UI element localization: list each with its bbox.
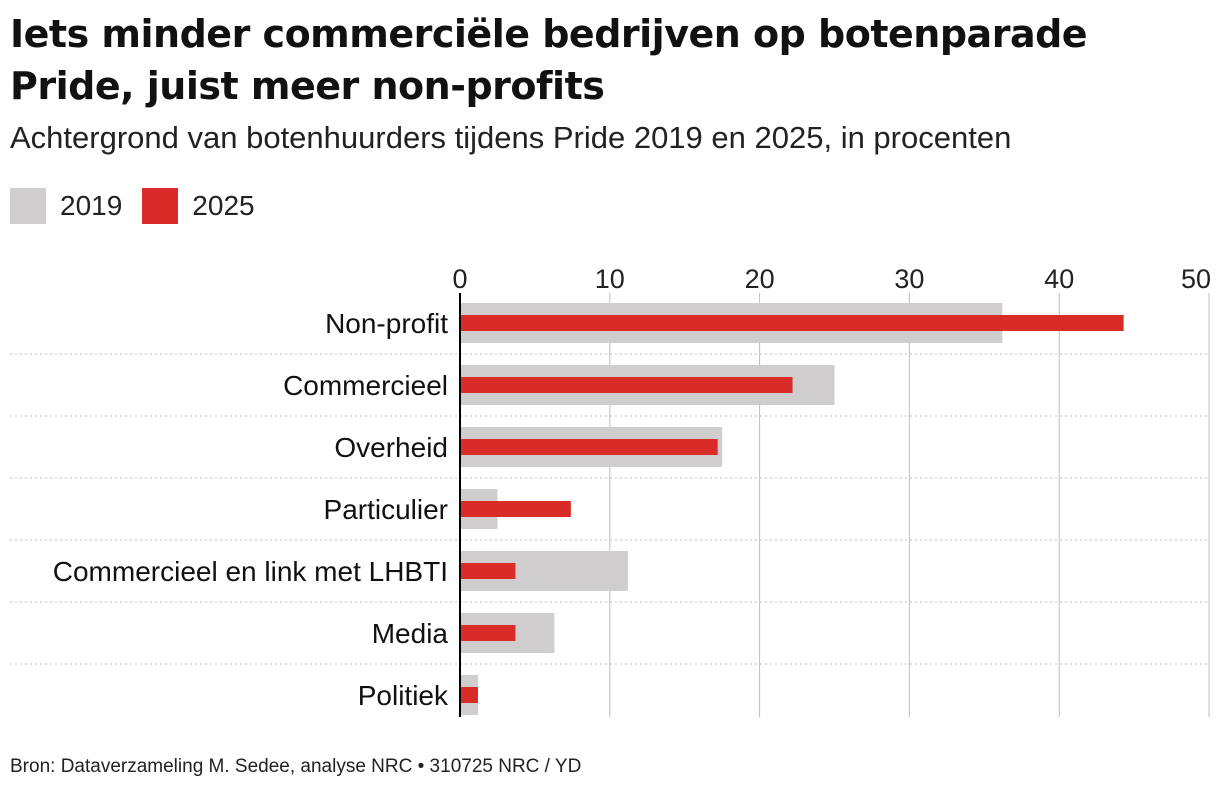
chart-title: Iets minder commerciële bedrijven op bot… [10,12,1088,108]
bar-2025 [460,315,1124,331]
category-label: Non-profit [325,308,448,339]
legend-item-2025: 2025 [142,188,255,224]
legend-swatch-2025 [142,188,179,224]
legend-label-2025: 2025 [192,190,255,221]
legend: 2019 2025 [10,186,275,226]
category-label: Overheid [334,432,448,463]
source-footer: Bron: Dataverzameling M. Sedee, analyse … [10,756,582,777]
bar-2025 [460,439,718,455]
bar-2025 [460,625,516,641]
legend-label-2019: 2019 [60,190,123,221]
x-tick-label-10: 10 [595,264,625,294]
x-tick-label-40: 40 [1044,264,1074,294]
bar-chart: 0 10 20 30 40 50 Non-profit Commercieel Overheid… [10,264,1211,717]
x-tick-label-20: 20 [745,264,775,294]
chart-subtitle: Achtergrond van botenhuurders tijdens Pr… [10,120,1012,155]
legend-item-2019: 2019 [10,188,122,224]
category-label: Commercieel en link met LHBTI [53,556,448,587]
x-tick-label-0: 0 [452,264,467,294]
legend-swatch-2019 [10,188,46,224]
bar-2025 [460,563,516,579]
bar-2025 [460,687,478,703]
category-label: Particulier [324,494,448,525]
x-tick-label-30: 30 [894,264,924,294]
category-label: Commercieel [283,370,448,401]
category-label: Politiek [358,680,449,711]
x-tick-label-50: 50 [1181,264,1211,294]
bar-2025 [460,377,793,393]
bar-2025 [460,501,571,517]
category-label: Media [372,618,449,649]
